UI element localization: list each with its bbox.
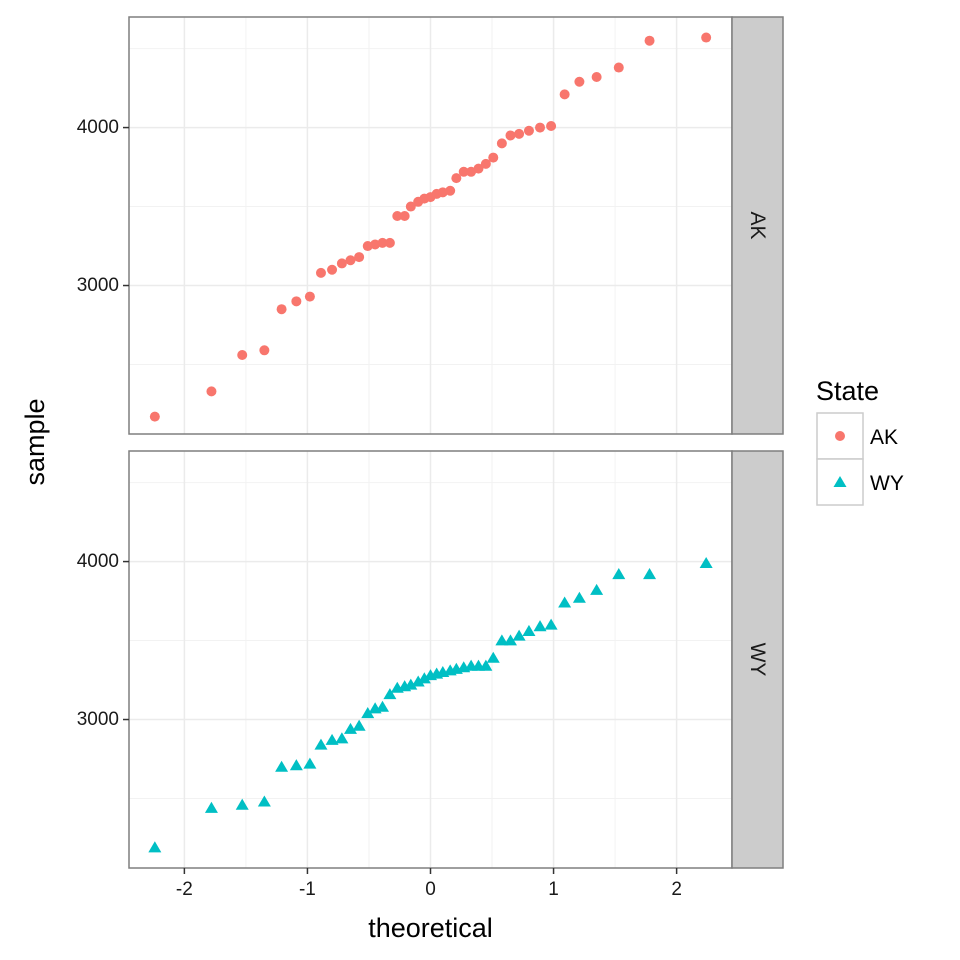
point-wy-42 — [699, 556, 713, 569]
point-ak-41 — [644, 35, 655, 46]
point-ak-6 — [304, 291, 315, 302]
point-wy-39 — [590, 583, 604, 595]
x-tick-label-3: 1 — [548, 879, 559, 900]
point-ak-0 — [149, 411, 160, 422]
point-ak-26 — [458, 166, 469, 177]
point-ak-33 — [514, 128, 525, 139]
point-wy-33 — [512, 629, 526, 641]
point-wy-9 — [335, 732, 349, 744]
point-ak-25 — [451, 173, 462, 184]
point-wy-1 — [204, 801, 218, 813]
point-ak-31 — [496, 138, 507, 149]
panel-ak-y-ticks: 3000 4000 — [77, 117, 129, 296]
legend-label-wy: WY — [870, 472, 904, 495]
point-wy-2 — [235, 798, 249, 810]
point-wy-4 — [275, 760, 289, 772]
y-tick-label-0-0: 3000 — [77, 275, 119, 296]
legend-label-ak: AK — [870, 426, 898, 449]
point-wy-31 — [495, 634, 509, 646]
point-ak-17 — [399, 211, 410, 222]
point-ak-5 — [291, 296, 302, 307]
point-ak-34 — [523, 125, 534, 136]
point-wy-40 — [612, 568, 626, 580]
point-wy-6 — [303, 757, 317, 769]
point-wy-0 — [148, 841, 162, 853]
x-tick-label-2: 0 — [425, 879, 436, 900]
y-tick-label-0-1: 4000 — [77, 117, 119, 138]
point-wy-18 — [404, 678, 418, 690]
panel-wy-points — [148, 556, 713, 853]
point-ak-42 — [701, 32, 712, 43]
point-ak-1 — [206, 386, 217, 397]
panel-wy: 3000 4000 WY — [77, 450, 784, 869]
point-ak-8 — [327, 264, 338, 275]
point-wy-20 — [417, 672, 431, 684]
point-ak-11 — [354, 252, 365, 263]
legend-title: State — [816, 376, 879, 406]
legend-symbol-wy — [833, 476, 847, 487]
legend-key-wy — [816, 458, 864, 506]
x-tick-label-1: -1 — [299, 879, 316, 900]
point-wy-35 — [533, 620, 547, 632]
point-wy-29 — [479, 659, 493, 671]
point-wy-11 — [352, 719, 366, 731]
point-wy-8 — [325, 733, 339, 745]
point-wy-7 — [314, 738, 328, 750]
strip-ak — [731, 16, 784, 435]
x-axis-title: theoretical — [368, 913, 493, 943]
panel-ak: 3000 4000 AK — [77, 16, 784, 435]
point-wy-32 — [503, 634, 517, 646]
x-tick-label-4: 2 — [671, 879, 682, 900]
point-ak-36 — [546, 120, 557, 131]
y-tick-label-1-0: 3000 — [77, 709, 119, 730]
panel-ak-gridlines — [129, 17, 732, 434]
point-ak-35 — [535, 122, 546, 133]
point-wy-41 — [643, 568, 657, 580]
strip-label-ak: AK — [746, 211, 769, 239]
point-ak-28 — [473, 163, 484, 174]
point-wy-30 — [486, 651, 500, 663]
point-ak-29 — [480, 158, 491, 169]
strip-label-wy: WY — [746, 643, 769, 677]
point-wy-14 — [376, 700, 390, 712]
point-wy-38 — [572, 591, 586, 603]
point-wy-10 — [344, 722, 358, 734]
y-axis-title: sample — [20, 398, 50, 485]
legend: State AK WY — [816, 376, 904, 506]
point-ak-18 — [405, 201, 416, 212]
point-ak-7 — [315, 267, 326, 278]
panel-ak-points — [149, 32, 712, 422]
point-ak-37 — [559, 89, 570, 100]
strip-wy — [731, 450, 784, 869]
point-ak-15 — [384, 237, 395, 248]
x-tick-label-0: -2 — [176, 879, 193, 900]
point-wy-5 — [289, 759, 303, 771]
point-wy-36 — [544, 618, 558, 630]
point-wy-15 — [383, 688, 397, 700]
panel-wy-gridlines — [129, 451, 732, 868]
legend-symbol-ak — [835, 431, 845, 441]
point-ak-40 — [613, 62, 624, 73]
point-wy-3 — [257, 795, 271, 807]
point-ak-4 — [276, 304, 287, 315]
point-wy-37 — [558, 596, 572, 608]
point-wy-19 — [411, 675, 425, 687]
y-tick-label-1-1: 4000 — [77, 551, 119, 572]
point-ak-24 — [445, 185, 456, 196]
point-ak-9 — [336, 258, 347, 269]
point-ak-3 — [259, 345, 270, 356]
point-ak-39 — [591, 72, 602, 83]
point-ak-32 — [505, 130, 516, 141]
point-ak-10 — [345, 255, 356, 266]
point-ak-2 — [237, 350, 248, 361]
point-ak-30 — [488, 152, 499, 163]
panel-wy-y-ticks: 3000 4000 — [77, 551, 129, 730]
point-wy-34 — [522, 624, 536, 636]
point-ak-16 — [392, 211, 403, 222]
x-axis: -2 -1 0 1 2 — [176, 868, 682, 900]
point-wy-12 — [361, 707, 375, 719]
point-ak-14 — [377, 237, 388, 248]
point-ak-38 — [574, 76, 585, 87]
